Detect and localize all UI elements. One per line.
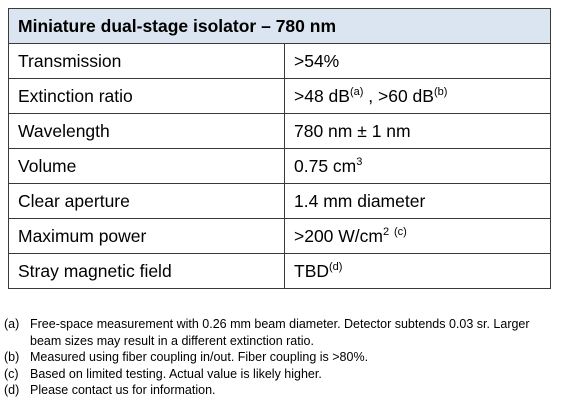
footnote-marker: (a) xyxy=(4,317,20,331)
value-text: >54% xyxy=(294,50,340,71)
footnote-marker: (d) xyxy=(4,383,20,398)
table-row: Volume 0.75 cm3 xyxy=(8,148,551,184)
value-text: 1.4 mm diameter xyxy=(294,190,426,211)
superscript: (c) xyxy=(394,225,407,238)
footnote-marker: (b) xyxy=(4,350,20,365)
superscript: (d) xyxy=(329,260,343,273)
superscript: (a) xyxy=(349,85,364,98)
footnote: (c) Based on limited testing. Actual valu… xyxy=(4,366,560,383)
row-label: Clear aperture xyxy=(8,183,285,219)
row-label: Stray magnetic field xyxy=(8,253,285,289)
footnote: (d) Please contact us for information. xyxy=(4,382,560,399)
row-value: TBD(d) xyxy=(284,253,551,289)
table-row: Extinction ratio >48 dB(a) , >60 dB(b) xyxy=(8,78,551,114)
superscript: 3 xyxy=(356,155,363,168)
value-text: 0.75 cm xyxy=(294,155,357,176)
value-text: TBD xyxy=(294,260,329,281)
table-body: Transmission >54% Extinction ratio >48 dB(a… xyxy=(8,43,551,289)
footnote-marker: (c) xyxy=(4,366,19,381)
footnote-text: Based on limited testing. Actual value i… xyxy=(30,366,322,381)
footnote: (b) Measured using fiber coupling in/out.… xyxy=(4,349,560,366)
table-row: Transmission >54% xyxy=(8,43,551,79)
value-text: >48 dB xyxy=(294,85,350,106)
footnote-text: Free-space measurement with 0.26 mm beam… xyxy=(30,317,530,348)
value-text: 780 nm ± 1 nm xyxy=(294,120,411,141)
row-label: Extinction ratio xyxy=(8,78,285,114)
row-label: Maximum power xyxy=(8,218,285,254)
footnote-text: Please contact us for information. xyxy=(30,383,216,398)
table-row: Stray magnetic field TBD(d) xyxy=(8,253,551,289)
row-value: >54% xyxy=(284,43,551,79)
table-row: Maximum power >200 W/cm2 (c) xyxy=(8,218,551,254)
superscript: 2 xyxy=(383,225,390,238)
spec-table: Miniature dual-stage isolator – 780 nm T… xyxy=(8,8,551,289)
table-row: Wavelength 780 nm ± 1 nm xyxy=(8,113,551,149)
row-value: >48 dB(a) , >60 dB(b) xyxy=(284,78,551,114)
header-row: Miniature dual-stage isolator – 780 nm xyxy=(8,8,551,44)
footnotes: (a) Free-space measurement with 0.26 mm b… xyxy=(4,316,560,399)
row-label: Transmission xyxy=(8,43,285,79)
table-row: Clear aperture 1.4 mm diameter xyxy=(8,183,551,219)
footnote-text: Measured using fiber coupling in/out. Fi… xyxy=(30,350,369,365)
row-value: 780 nm ± 1 nm xyxy=(284,113,551,149)
row-label: Volume xyxy=(8,148,285,184)
row-value: 0.75 cm3 xyxy=(284,148,551,184)
row-value: >200 W/cm2 (c) xyxy=(284,218,551,254)
footnote: (a) Free-space measurement with 0.26 mm b… xyxy=(4,316,560,349)
row-value: 1.4 mm diameter xyxy=(284,183,551,219)
value-text: , >60 dB xyxy=(363,85,434,106)
table-title: Miniature dual-stage isolator – 780 nm xyxy=(8,8,551,44)
superscript: (b) xyxy=(433,85,448,98)
row-label: Wavelength xyxy=(8,113,285,149)
value-text: >200 W/cm xyxy=(294,225,383,246)
